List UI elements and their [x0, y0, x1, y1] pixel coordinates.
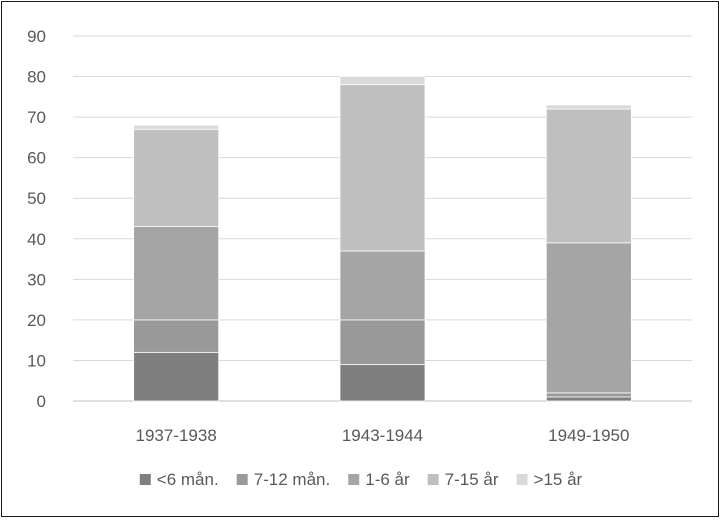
legend-label: 7-12 mån. [254, 470, 331, 489]
bar-segment [545, 242, 632, 394]
legend-label: <6 mån. [157, 470, 219, 489]
bar-segment [545, 104, 632, 110]
legend-item: >15 år [516, 470, 583, 489]
x-tick-label: 1949-1950 [548, 426, 629, 445]
bar-segment [339, 319, 426, 365]
bar-segment [133, 124, 220, 130]
legend-swatch [427, 474, 439, 485]
bar-segment [339, 84, 426, 252]
legend-item: 1-6 år [348, 470, 410, 489]
x-axis-ticks: 1937-1938 1943-1944 1949-1950 [136, 426, 630, 445]
y-tick-label: 0 [37, 392, 46, 411]
legend-label: 7-15 år [445, 470, 499, 489]
legend-item: <6 mån. [139, 470, 219, 489]
y-tick-label: 70 [27, 108, 46, 127]
x-tick-label: 1943-1944 [342, 426, 423, 445]
bars [133, 76, 632, 402]
legend-label: 1-6 år [365, 470, 410, 489]
x-tick-label: 1937-1938 [136, 426, 217, 445]
bar-segment [339, 364, 426, 402]
bar-segment [339, 76, 426, 86]
y-tick-label: 30 [27, 270, 46, 289]
y-axis-ticks: 0 10 20 30 40 50 60 70 80 90 [27, 27, 46, 411]
y-tick-label: 60 [27, 149, 46, 168]
y-tick-label: 90 [27, 27, 46, 46]
bar-segment [339, 250, 426, 321]
legend: <6 mån. 7-12 mån. 1-6 år 7-15 år >15 år [139, 470, 583, 489]
bar-segment [545, 108, 632, 244]
bar-segment [545, 396, 632, 402]
bar-segment [133, 351, 220, 402]
bar-segment [133, 128, 220, 227]
legend-item: 7-15 år [427, 470, 499, 489]
legend-item: 7-12 mån. [236, 470, 331, 489]
legend-swatch [236, 474, 248, 485]
legend-label: >15 år [534, 470, 583, 489]
y-tick-label: 40 [27, 230, 46, 249]
legend-swatch [348, 474, 360, 485]
bar-segment [133, 226, 220, 321]
bar-segment [133, 319, 220, 353]
y-tick-label: 10 [27, 351, 46, 370]
legend-swatch [516, 474, 528, 485]
bar-segment [545, 392, 632, 398]
y-tick-label: 80 [27, 68, 46, 87]
legend-swatch [139, 474, 151, 485]
y-tick-label: 20 [27, 311, 46, 330]
y-tick-label: 50 [27, 189, 46, 208]
